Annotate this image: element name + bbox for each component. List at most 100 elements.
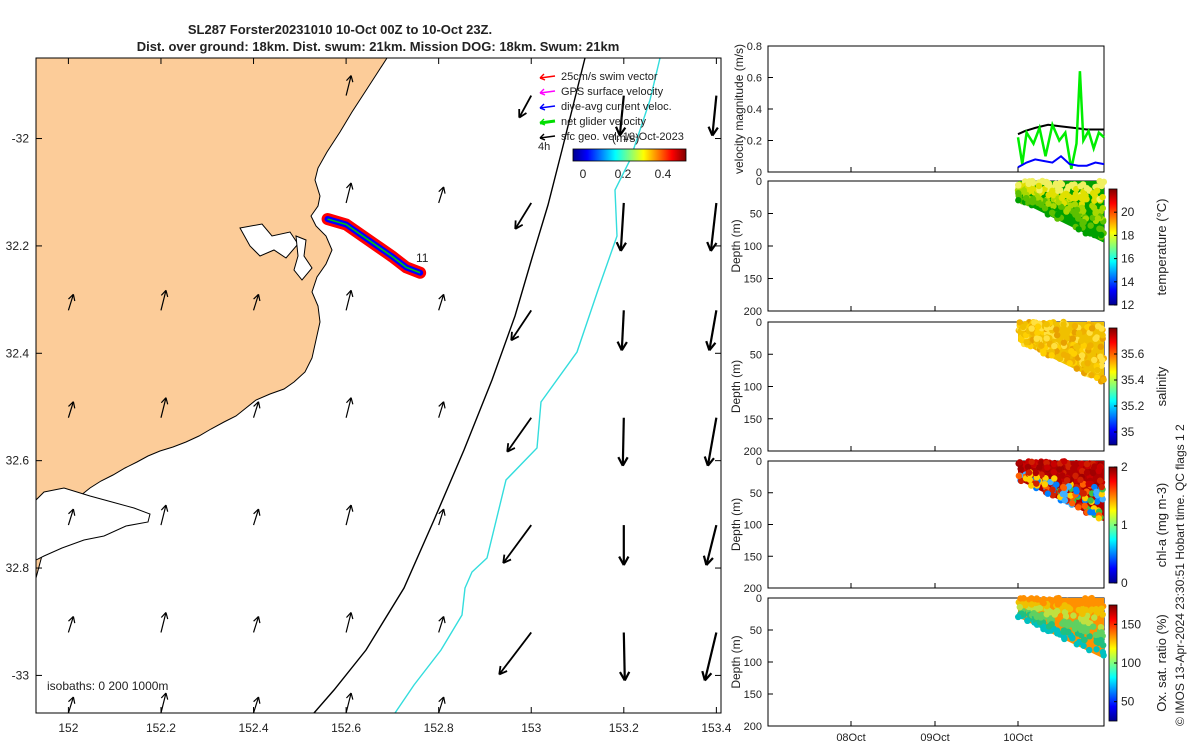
velocity-arrow-head [68,401,76,409]
profile-sample [1088,606,1096,613]
surface-velocity-vectors [67,75,719,750]
map-x-tick-label: 153 [521,721,541,735]
velocity-arrow-head [438,616,446,624]
velocity-arrow [67,696,74,713]
velocity-y-tick: 0 [756,167,762,179]
time-axis-tick-label: 10Oct [1003,732,1032,744]
velocity-arrow [438,294,445,311]
legend-entry: sfc geo. vel. 10-Oct-2023 [539,131,684,143]
velocity-arrow [252,294,260,311]
legend-extra-label: 4h [538,141,550,153]
velocity-arrow-head [619,671,631,682]
velocity-arrow-head [617,456,629,467]
depth-tick-label: 100 [744,520,762,532]
figure-title-line-2: Dist. over ground: 18km. Dist. swum: 21k… [137,39,620,54]
map-y-tick-label: 32.2 [6,239,30,253]
profile-sample [1016,319,1023,326]
profile-sample [1048,620,1055,628]
profile-sample [1061,458,1068,465]
profile-sample [1037,614,1045,621]
depth-tick-label: 200 [744,306,762,318]
profile-sample [1063,190,1070,197]
velocity-arrow-head [160,504,169,512]
velocity-arrow-head [253,508,261,516]
profile-sample [1050,460,1058,468]
velocity-arrow-head [160,289,169,298]
velocity-arrow-head [510,331,520,342]
profile-sample [1069,335,1077,342]
velocity-arrow [711,95,718,136]
colorbar-tick-label: 18 [1121,228,1135,242]
profile-sample [1088,325,1096,332]
profile-sample [1064,622,1071,629]
time-axis-tick-label: 08Oct [836,732,865,744]
profile-sample [1024,463,1032,471]
depth-tick-label: 100 [744,382,762,394]
profile-sample [1098,490,1105,498]
isobath-1000m-line [313,58,586,713]
velocity-arrow [252,616,260,633]
figure-title-line-1: SL287 Forster20231010 10-Oct 00Z to 10-O… [188,22,492,37]
depth-tick-label: 200 [744,583,762,595]
profile-sample [1100,376,1107,383]
velocity-arrow [67,616,74,633]
profile-sample [1087,230,1094,237]
profile-sample [1048,352,1055,359]
velocity-arrow [345,75,352,96]
velocity-arrow [438,508,445,526]
colorbar-tick-label: 35.2 [1121,399,1145,413]
velocity-arrow-head [702,743,711,750]
profile-sample [1098,231,1105,239]
profile-sample [1054,211,1061,218]
velocity-arrow [514,202,533,230]
profile-sample [1080,218,1087,226]
profile-sample [1089,469,1097,477]
velocity-y-tick: 0.4 [747,104,762,116]
track-end-label: 11 [416,251,429,265]
velocity-arrow-head [506,443,516,453]
colorbar-tick-label: 50 [1121,695,1135,709]
velocity-arrow [620,310,625,351]
velocity-arrow-head [160,692,169,700]
colorbar-label: salinity [1154,366,1169,406]
velocity-arrow-head [346,504,354,512]
profile-sample [1073,619,1080,626]
map-legend: 25cm/s swim vector GPS surface velocity di… [538,71,684,153]
profile-sample [1048,209,1056,216]
velocity-arrow [708,310,718,351]
profile-sample [1096,177,1103,185]
profile-sample [1073,488,1080,495]
profile-sample [1054,187,1062,195]
colorbar-tick-label: 14 [1121,275,1135,289]
profile-sample [1072,472,1079,480]
profile-sample [1091,614,1098,621]
profile-sample [1061,497,1069,504]
profile-sample [1023,338,1030,346]
colorbar-gradient [572,148,687,162]
profile-sample [1034,605,1041,613]
map-y-tick-label: -33 [12,668,30,682]
profile-sample [1070,612,1077,619]
velocity-arrow [705,524,718,566]
profile-sample [1081,606,1089,614]
velocity-arrow [67,294,74,311]
profile-sample [1066,360,1073,367]
velocity-arrow [502,524,532,564]
velocity-arrow-head [502,554,512,564]
legend-entry: net glider velocity [539,116,646,128]
colorbar-tick-label: 35.6 [1121,347,1145,361]
velocity-arrow-head [438,186,446,194]
velocity-arrow-head [615,241,627,252]
profile-panel: 0 50 100 150 200 Depth (m) 35 35.2 35.4 35.6 salin… [729,317,1169,458]
velocity-arrow-head [702,555,714,566]
velocity-arrow-head [253,401,261,409]
profile-sample [1015,182,1022,189]
velocity-y-tick: 0.6 [747,73,762,85]
profile-sample [1065,628,1072,636]
profile-sample [1071,598,1079,606]
profile-sample [1032,469,1040,477]
profile-sample [1063,217,1071,225]
profile-sample [1053,595,1061,602]
profile-panel: 0 50 100 150 200 Depth (m) 12 14 16 18 20 temperatu… [729,176,1169,318]
speed-colorbar: (m/s) 0 0.2 0.4 [572,131,687,181]
